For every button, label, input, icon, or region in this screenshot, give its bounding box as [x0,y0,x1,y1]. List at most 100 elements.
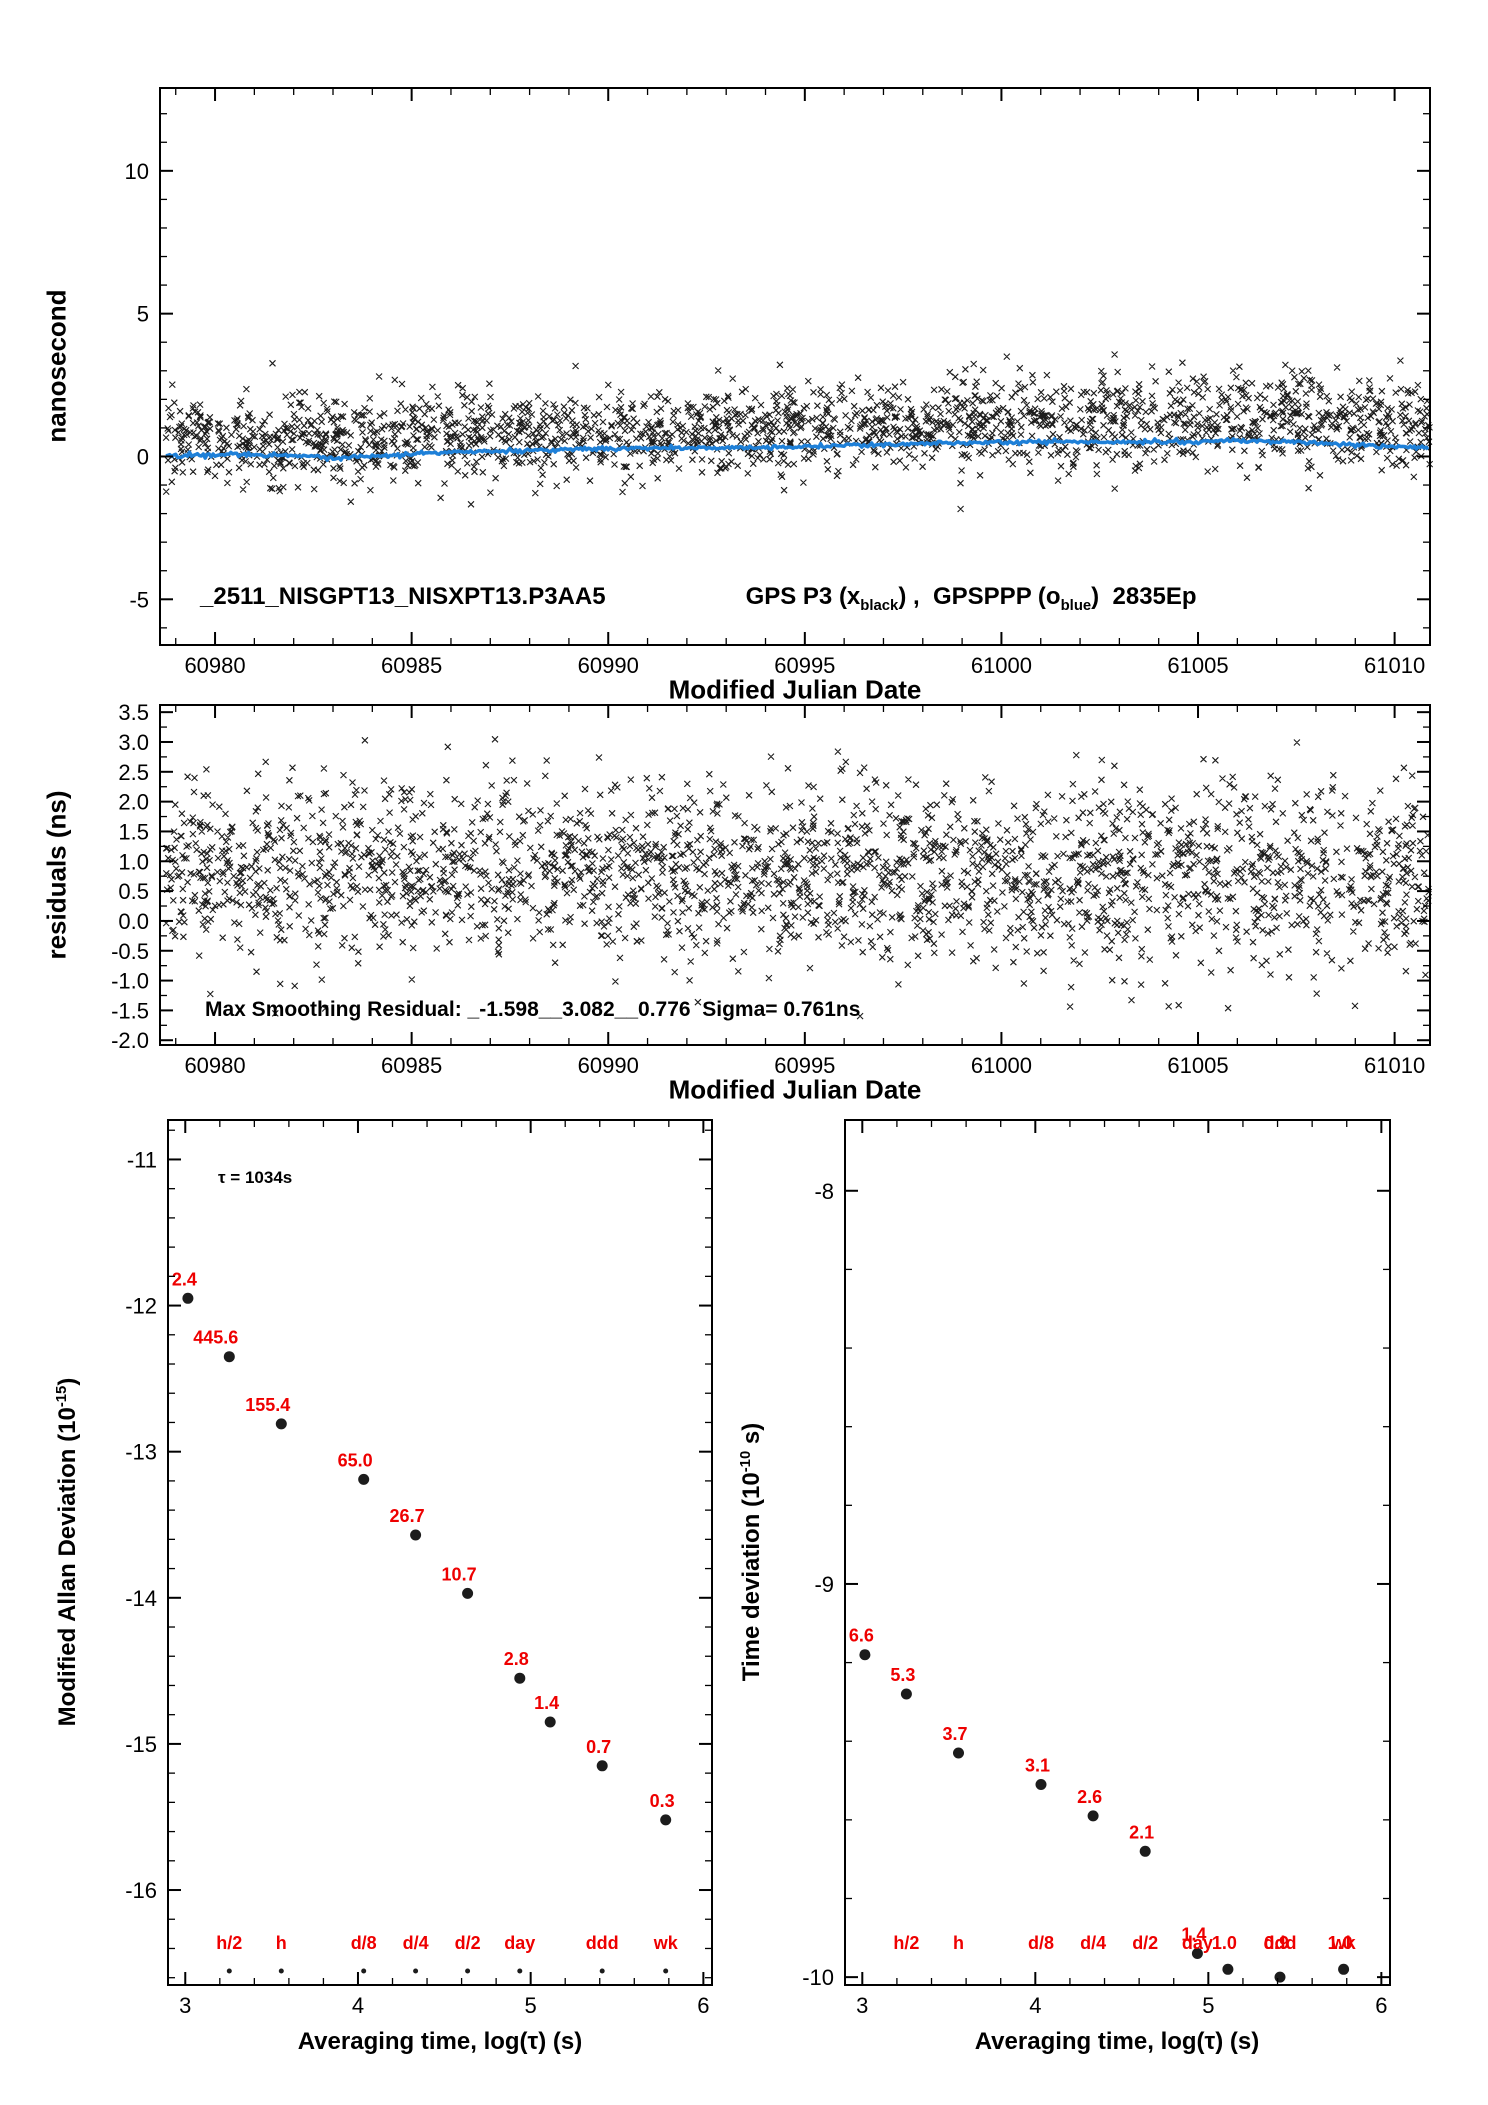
tau-label: day [1182,1933,1213,1953]
point-value-label: 26.7 [390,1506,425,1526]
y-tick-label: -5 [129,587,149,612]
x-tick-label: 61000 [971,653,1032,678]
x-tick-label: 6 [697,1993,709,2018]
y-tick-label: -1.0 [111,969,149,994]
data-point [1139,1845,1151,1857]
legend-part-1: GPS P3 (x [745,583,861,610]
gpsppp-smoothed-line [165,436,1430,463]
tau-label: d/8 [351,1933,377,1953]
mdev-title-pre: Modified Allan Deviation (10 [54,1407,81,1727]
tau-label: d/4 [1080,1933,1106,1953]
y-tick-label: 2.5 [118,760,149,785]
x-tick-label: 60995 [774,653,835,678]
y-tick-label: -10 [802,1965,834,1990]
x-tick-label: 61005 [1167,1053,1228,1078]
tau-marks: h/2 h d/8 d/4 d/2 day ddd wk [216,1933,679,1974]
tau-annotation: τ = 1034s [218,1168,293,1187]
y-tick-label: 3.0 [118,730,149,755]
y-tick-label: 3.5 [118,700,149,725]
tdev-title-pre: Time deviation (10 [738,1472,765,1682]
x-tick-label: 4 [352,1993,364,2018]
data-point [1222,1963,1234,1975]
x-tick-label: 61010 [1364,1053,1425,1078]
x-axis-title-mjd-bottom: Modified Julian Date [668,1074,922,1105]
x-tick-label: 60985 [381,1053,442,1078]
dataset-title: _2511_NISGPT13_NISXPT13.P3AA5 [200,583,606,610]
tau-label: d/4 [403,1933,429,1953]
y-tick-label: -2.0 [111,1028,149,1053]
x-tick-label: 61005 [1167,653,1228,678]
y-tick-label: -14 [125,1586,157,1611]
chart-c4: 6.6 5.3 3.7 3.1 2.6 2.1 1.4 1.0 0.9 1.0 h/2 h d/8 d/4… [802,1119,1391,2018]
tau-dot [361,1968,367,1974]
axes-c1: 60980 60985 60990 60995 61000 61005 61010 -5 0 5 1… [125,87,1431,678]
y-tick-label: 0.5 [118,879,149,904]
x-tick-label: 3 [179,1993,191,2018]
point-value-label: 2.6 [1077,1787,1102,1807]
data-point [514,1672,526,1684]
point-value-label: 0.3 [650,1791,675,1811]
x-tick-label: 60985 [381,653,442,678]
point-value-label: 6.6 [849,1626,874,1646]
legend-sub-blue: blue [1060,597,1092,614]
axes-c4: 3 4 5 6 -8 -9 -10 [802,1119,1391,2018]
y-tick-label: -12 [125,1294,157,1319]
x-tick-label: 60980 [184,653,245,678]
point-value-label: 0.7 [586,1737,611,1757]
gps-p3-scatter [162,351,1434,513]
point-value-label: 0.9 [1264,1933,1289,1953]
tau-dot [278,1968,284,1974]
x-tick-label: 60990 [578,653,639,678]
x-tick-label: 61000 [971,1053,1032,1078]
y-tick-label: -0.5 [111,939,149,964]
smoothing-residual-annotation: Max Smoothing Residual: _-1.598__3.082__… [205,998,861,1021]
y-tick-label: -8 [814,1179,834,1204]
tdev-title-post: s) [738,1422,765,1451]
chart-c2: 60980 60985 60990 60995 61000 61005 61010 3.5 3.… [111,700,1433,1078]
x-tick-label: 3 [856,1993,868,2018]
point-value-label: 1.0 [1212,1933,1237,1953]
y-tick-label: 1.5 [118,819,149,844]
point-value-label: 2.8 [504,1649,529,1669]
tau-label: wk [653,1933,679,1953]
x-axis-title-avgtime-left: Averaging time, log(τ) (s) [297,2028,583,2055]
legend-part-3: ) 2835Ep [1091,583,1197,610]
data-point [660,1814,672,1826]
y-axis-title-residuals: residuals (ns) [41,790,72,960]
tau-label: day [504,1933,535,1953]
legend-part-2: ) , GPSPPP (o [898,583,1061,610]
x-tick-label: 5 [525,1993,537,2018]
point-value-label: 1.0 [1328,1933,1353,1953]
deviation-points: 2.4 445.6 155.4 65.0 26.7 10.7 2.8 1.4 0.7 0.3 [172,1269,675,1826]
y-tick-label: -13 [125,1440,157,1465]
point-value-label: 5.3 [890,1665,915,1685]
data-point [596,1760,608,1772]
tau-dot [517,1968,523,1974]
y-tick-label: 5 [137,302,149,327]
mdev-title-exponent: -15 [54,1385,70,1408]
y-axis-title-tdev: Time deviation (10-10 s) [738,1423,766,1681]
data-point [1338,1963,1350,1975]
point-value-label: 1.4 [1181,1925,1206,1945]
axes-c3: 3 4 5 6 -11 -12 -13 -14 -15 -16 [125,1119,713,2018]
x-tick-label: 5 [1202,1993,1214,2018]
point-value-label: 2.4 [172,1269,197,1289]
x-axis-title-mjd-top: Modified Julian Date [668,674,922,705]
point-value-label: 155.4 [245,1395,290,1415]
x-tick-label: 4 [1029,1993,1041,2018]
tau-label: ddd [586,1933,619,1953]
point-value-label: 1.4 [534,1693,559,1713]
tau-dot [599,1968,605,1974]
data-point [1191,1948,1203,1959]
data-point [462,1587,474,1599]
point-value-label: 10.7 [442,1564,477,1584]
y-tick-label: -1.5 [111,998,149,1023]
tau-label: h [276,1933,287,1953]
y-tick-label: 10 [125,159,149,184]
y-tick-label: 0 [137,444,149,469]
chart-c3: 2.4 445.6 155.4 65.0 26.7 10.7 2.8 1.4 0.7 0.3 h/2… [125,1119,713,2018]
chart1-title-row: _2511_NISGPT13_NISXPT13.P3AA5 GPS P3 (x bl… [200,583,1197,614]
tau-label: d/8 [1028,1933,1054,1953]
